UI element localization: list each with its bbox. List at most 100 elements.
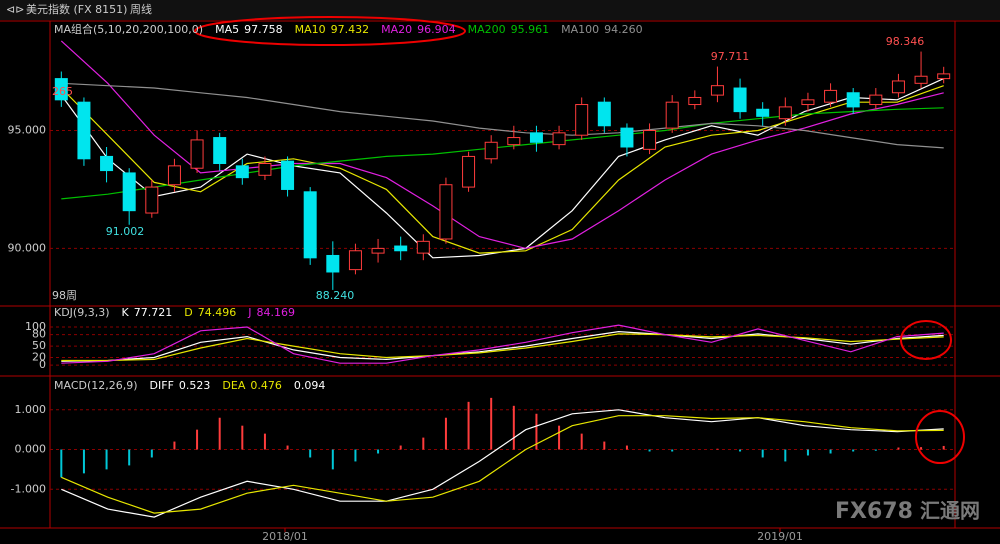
candle-body	[303, 191, 317, 259]
y-tick-label: 80	[32, 328, 46, 341]
candle-body	[914, 75, 928, 84]
indicator-title: MACD(12,26,9)	[54, 379, 138, 392]
candle-body	[937, 73, 951, 80]
y-tick-label: 0.000	[15, 443, 47, 456]
candle-body	[846, 92, 860, 108]
candle-body	[258, 163, 272, 176]
candle-body	[484, 141, 498, 160]
legend-value: 0.094	[294, 379, 326, 392]
candle-body	[326, 254, 340, 273]
watermark-brand: FX678	[835, 499, 913, 524]
legend-value: 0.476	[250, 379, 282, 392]
legend-name: MA10	[295, 23, 326, 36]
candle-body	[891, 80, 905, 94]
candle-body	[710, 85, 724, 96]
indicator-line	[61, 324, 944, 364]
annotation: 91.002	[106, 225, 145, 238]
legend-name: DEA	[222, 379, 245, 392]
legend-name: J	[247, 306, 251, 319]
candle-body	[394, 245, 408, 252]
legend-name: MA100	[561, 23, 599, 36]
candle-body	[801, 99, 815, 106]
candle-body	[348, 250, 362, 271]
candle-body	[167, 165, 181, 186]
y-tick-label: 90.000	[8, 241, 47, 254]
candle-body	[688, 96, 702, 106]
candle-body	[552, 132, 566, 146]
candle-body	[439, 184, 453, 240]
candle-body	[643, 129, 657, 150]
indicator-line	[61, 82, 944, 149]
candle-body	[122, 172, 136, 212]
indicator-line	[61, 409, 944, 518]
candle-body	[824, 89, 838, 103]
legend-value: 74.496	[198, 306, 237, 319]
y-tick-label: 50	[32, 339, 46, 352]
candle-body	[145, 186, 159, 214]
candle-body	[507, 137, 521, 146]
candle-body	[462, 155, 476, 188]
legend-value: 84.169	[256, 306, 295, 319]
indicator-line	[61, 107, 944, 200]
candle-body	[529, 132, 543, 143]
candle-body	[575, 104, 589, 136]
candle-body	[235, 165, 249, 179]
indicator-title: KDJ(9,3,3)	[54, 306, 110, 319]
legend-name: K	[122, 306, 130, 319]
candle-body	[733, 87, 747, 113]
candle-body	[100, 155, 114, 172]
plot: 95.000 90.000 265 98.346 97.711 91.002 88.240 9…	[8, 35, 955, 543]
indicator-title: MA组合(5,10,20,200,100,0)	[54, 22, 203, 36]
legend-name: MA5	[215, 23, 239, 36]
legend-value: 96.904	[417, 23, 456, 36]
legend-name: DIFF	[150, 379, 174, 392]
annotation: 265	[52, 85, 73, 98]
candle-body	[281, 160, 295, 190]
y-tick-label: 0	[39, 358, 46, 371]
candle-body	[756, 108, 770, 117]
legend-value: 77.721	[134, 306, 173, 319]
legend-name: MA200	[468, 23, 506, 36]
indicator-line	[61, 415, 944, 514]
watermark-site: 汇通网	[920, 499, 980, 523]
indicator-header: KDJ(9,3,3) K 77.721 D 74.496 J 84.169	[54, 306, 295, 319]
candle-body	[597, 101, 611, 127]
annotation: 97.711	[711, 50, 750, 63]
legend-value: 97.758	[244, 23, 283, 36]
indicator-line	[61, 333, 944, 362]
highlight-ellipse	[194, 16, 466, 46]
y-tick-label: 20	[32, 350, 46, 363]
legend-name: D	[184, 306, 192, 319]
indicator-header: MACD(12,26,9) DIFF 0.523 DEA 0.476 0.094	[54, 379, 325, 392]
legend-value: 95.961	[511, 23, 550, 36]
annotation: 98.346	[886, 35, 925, 48]
indicator-header: MA组合(5,10,20,200,100,0) MA5 97.758 MA10 97.4…	[54, 22, 643, 36]
x-tick-label: 2018/01	[262, 530, 308, 543]
candle-body	[77, 101, 91, 160]
y-tick-label: 95.000	[8, 123, 47, 136]
annotation: 98周	[52, 289, 77, 302]
candle-body	[416, 240, 430, 254]
back-icon[interactable]: ⊲⊳	[6, 3, 24, 16]
candle-body	[869, 94, 883, 106]
legend-value: 0.523	[179, 379, 211, 392]
top-bar	[0, 0, 1000, 20]
highlight-ellipse	[900, 320, 952, 360]
highlight-ellipse	[915, 410, 965, 464]
legend-name: MA20	[381, 23, 412, 36]
candle-body	[620, 127, 634, 148]
y-tick-label: 100	[25, 320, 46, 333]
candle-body	[190, 139, 204, 169]
candle-body	[371, 247, 385, 254]
y-tick-label: -1.000	[11, 482, 46, 495]
period[interactable]: 周线	[130, 2, 152, 16]
legend-value: 94.260	[604, 23, 643, 36]
x-tick-label: 2019/01	[757, 530, 803, 543]
candle-body	[665, 101, 679, 129]
candle-body	[778, 106, 792, 120]
candle-body	[213, 137, 227, 164]
symbol[interactable]: 美元指数 (FX 8151)	[26, 2, 127, 16]
indicator-line	[60, 85, 944, 254]
legend-value: 97.432	[331, 23, 370, 36]
